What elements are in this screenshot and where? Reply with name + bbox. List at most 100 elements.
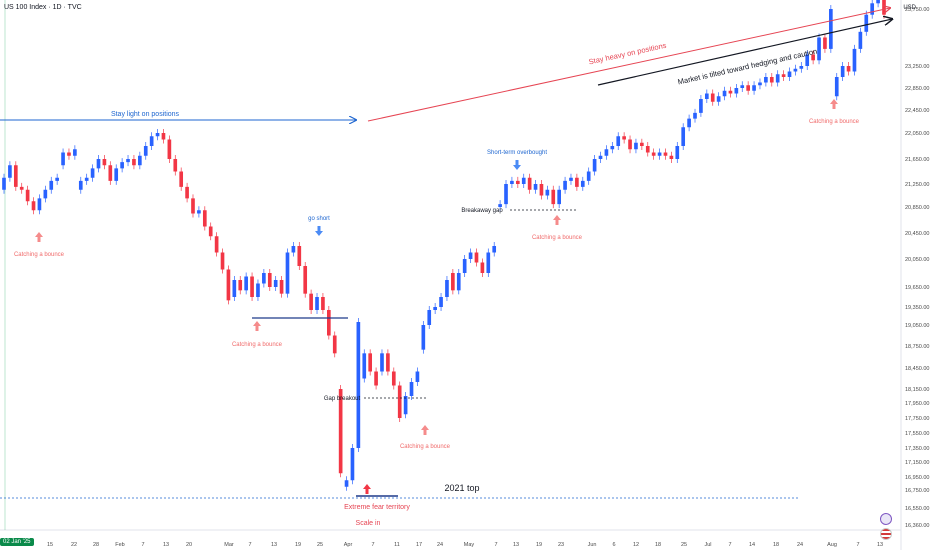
- candle-body: [262, 273, 266, 284]
- x-tick-label: 13: [271, 542, 277, 548]
- x-tick-label: Jun: [588, 542, 597, 548]
- x-tick-label: 13: [877, 542, 883, 548]
- y-tick-label: 21,650.00: [905, 157, 929, 163]
- candle-body: [834, 77, 839, 97]
- bounce-arrow-jan-icon: [35, 232, 43, 242]
- candle-body: [250, 276, 254, 297]
- candle-body: [811, 54, 815, 61]
- overbought-label: Short-term overbought: [487, 150, 547, 156]
- candle-body: [285, 252, 290, 294]
- y-tick-label: 19,050.00: [905, 323, 929, 329]
- y-tick-label: 20,850.00: [905, 205, 929, 211]
- candle-body: [161, 133, 166, 140]
- candle-body: [817, 37, 821, 61]
- y-tick-label: 19,350.00: [905, 305, 929, 311]
- candle-body: [362, 353, 367, 379]
- candle-body: [78, 180, 83, 190]
- y-tick-label: 18,750.00: [905, 344, 929, 350]
- candle-body: [120, 162, 124, 169]
- candle-body: [138, 155, 142, 166]
- x-tick-label: 12: [633, 542, 639, 548]
- candle-body: [368, 353, 373, 372]
- x-tick-label: Apr: [344, 542, 353, 548]
- y-tick-label: 17,750.00: [905, 416, 929, 422]
- candle-body: [191, 198, 195, 214]
- candle-body: [297, 246, 302, 266]
- y-tick-label: 18,150.00: [905, 387, 929, 393]
- flag-icon[interactable]: [880, 528, 892, 540]
- candle-body: [90, 168, 95, 178]
- candle-body: [67, 152, 71, 156]
- y-tick-label: 17,950.00: [905, 401, 929, 407]
- x-tick-label: 11: [394, 542, 400, 548]
- x-tick-label: 19: [536, 542, 542, 548]
- candle-body: [604, 149, 609, 156]
- candle-body: [321, 297, 325, 310]
- candle-body: [539, 184, 544, 196]
- candle-body: [356, 322, 361, 448]
- bounce-arrow-aug-icon: [830, 99, 838, 109]
- candle-body: [25, 189, 30, 202]
- candle-body: [864, 14, 869, 32]
- candle-body: [645, 146, 650, 153]
- candle-body: [143, 146, 148, 156]
- candle-body: [55, 177, 59, 181]
- candle-body: [344, 480, 349, 487]
- candle-body: [716, 96, 721, 102]
- breakaway-gap-label: Breakaway gap: [461, 208, 503, 214]
- x-tick-label: 7: [141, 542, 144, 548]
- stay-light-label: Stay light on positions: [111, 111, 180, 118]
- candle-body: [303, 266, 308, 294]
- candle-body: [397, 385, 402, 418]
- candle-body: [852, 48, 857, 72]
- candle-body: [433, 307, 437, 310]
- x-tick-label: 23: [558, 542, 564, 548]
- hedging-caution-arrow[interactable]: [597, 19, 892, 86]
- x-tick-label: 20: [186, 542, 192, 548]
- candle-body: [462, 259, 467, 273]
- candle-body: [468, 252, 473, 259]
- candle-body: [155, 133, 160, 137]
- y-tick-label: 16,360.00: [905, 523, 929, 529]
- candle-body: [775, 74, 780, 83]
- y-tick-label: 23,250.00: [905, 64, 929, 70]
- chart-title: US 100 Index · 1D · TVC: [4, 4, 82, 11]
- x-tick-label: 7: [371, 542, 374, 548]
- go-short-label: go short: [308, 216, 330, 222]
- candle-body: [350, 448, 355, 481]
- candle-body: [197, 210, 201, 214]
- candle-body: [533, 184, 538, 190]
- stay-heavy-arrow[interactable]: [367, 8, 890, 122]
- bounce-arrow-mar-icon: [253, 321, 261, 331]
- candle-body: [758, 82, 762, 86]
- candle-body: [693, 112, 697, 119]
- candle-body: [598, 155, 603, 159]
- bounce-label-jan: Catching a bounce: [14, 252, 65, 258]
- y-tick-label: 20,450.00: [905, 231, 929, 237]
- scale-in-arrow-icon: [363, 484, 371, 494]
- candle-body: [149, 136, 154, 146]
- candle-body: [427, 310, 432, 325]
- bounce-label-may: Catching a bounce: [532, 235, 583, 241]
- candle-body: [391, 371, 396, 386]
- candle-body: [486, 252, 491, 273]
- candle-body: [267, 273, 272, 287]
- candle-body: [764, 77, 768, 83]
- candle-body: [734, 88, 739, 94]
- scale-in-label: Scale in: [356, 520, 381, 527]
- lightning-icon[interactable]: [880, 513, 892, 525]
- candle-body: [96, 159, 101, 169]
- candle-body: [474, 252, 479, 263]
- candle-body: [456, 273, 461, 291]
- currency-label: USD: [903, 5, 916, 11]
- candle-body: [628, 139, 632, 150]
- candle-body: [185, 186, 189, 199]
- candle-body: [805, 54, 810, 66]
- candle-body: [769, 77, 774, 83]
- candle-body: [740, 85, 745, 88]
- x-tick-label: 13: [513, 542, 519, 548]
- candle-body: [451, 273, 455, 291]
- candle-body: [386, 353, 390, 372]
- x-tick-label: 7: [728, 542, 731, 548]
